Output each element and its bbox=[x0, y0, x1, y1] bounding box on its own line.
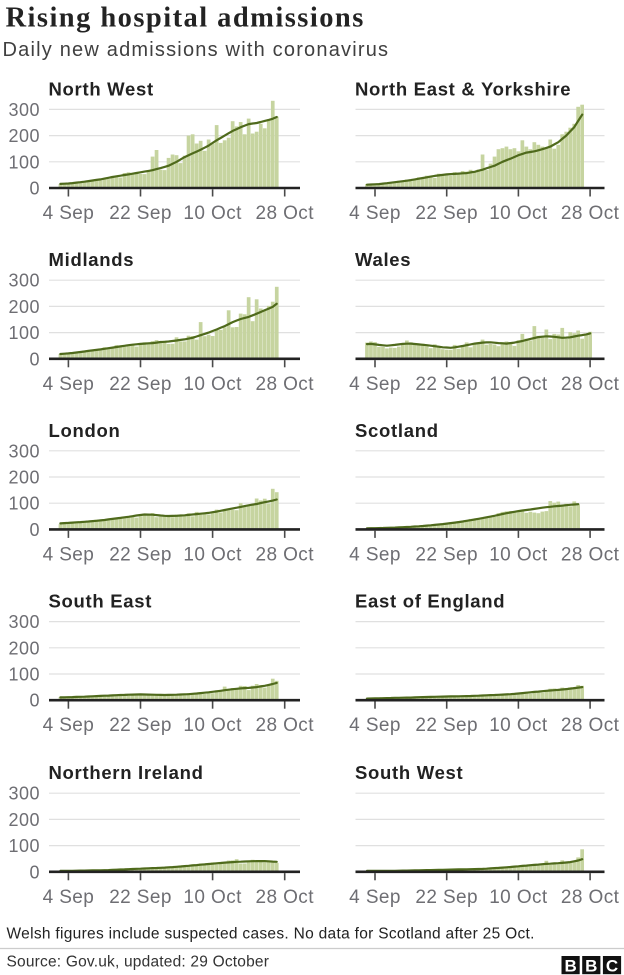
svg-text:10 Oct: 10 Oct bbox=[183, 544, 242, 565]
svg-text:Wales: Wales bbox=[355, 249, 411, 270]
svg-text:28 Oct: 28 Oct bbox=[561, 374, 620, 395]
svg-text:4 Sep: 4 Sep bbox=[349, 203, 401, 224]
svg-text:28 Oct: 28 Oct bbox=[256, 887, 315, 908]
svg-text:22 Sep: 22 Sep bbox=[109, 544, 172, 565]
svg-text:22 Sep: 22 Sep bbox=[415, 715, 478, 736]
svg-text:10 Oct: 10 Oct bbox=[489, 203, 548, 224]
svg-text:28 Oct: 28 Oct bbox=[561, 544, 620, 565]
svg-text:South East: South East bbox=[49, 591, 153, 612]
svg-text:300: 300 bbox=[8, 612, 40, 632]
svg-text:Welsh figures include suspecte: Welsh figures include suspected cases. N… bbox=[7, 926, 535, 943]
svg-text:East of England: East of England bbox=[355, 591, 505, 612]
svg-text:10 Oct: 10 Oct bbox=[183, 887, 242, 908]
svg-text:B: B bbox=[585, 956, 597, 975]
svg-text:100: 100 bbox=[8, 836, 40, 856]
svg-text:200: 200 bbox=[8, 297, 40, 317]
svg-text:300: 300 bbox=[8, 784, 40, 804]
svg-text:28 Oct: 28 Oct bbox=[561, 887, 620, 908]
svg-text:Daily new admissions with coro: Daily new admissions with coronavirus bbox=[3, 39, 390, 61]
svg-text:10 Oct: 10 Oct bbox=[489, 887, 548, 908]
svg-text:28 Oct: 28 Oct bbox=[256, 203, 315, 224]
svg-text:Source: Gov.uk, updated: 29 Oc: Source: Gov.uk, updated: 29 October bbox=[7, 954, 270, 971]
svg-text:Midlands: Midlands bbox=[49, 249, 135, 270]
svg-text:4 Sep: 4 Sep bbox=[43, 374, 95, 395]
svg-text:22 Sep: 22 Sep bbox=[109, 887, 172, 908]
svg-text:0: 0 bbox=[29, 862, 40, 882]
svg-text:10 Oct: 10 Oct bbox=[183, 715, 242, 736]
svg-text:100: 100 bbox=[8, 494, 40, 514]
svg-text:North West: North West bbox=[49, 78, 154, 99]
svg-text:22 Sep: 22 Sep bbox=[415, 887, 478, 908]
svg-text:0: 0 bbox=[29, 520, 40, 540]
svg-text:London: London bbox=[49, 420, 121, 441]
svg-text:Scotland: Scotland bbox=[355, 420, 439, 441]
svg-text:4 Sep: 4 Sep bbox=[349, 887, 401, 908]
svg-text:28 Oct: 28 Oct bbox=[561, 715, 620, 736]
svg-text:0: 0 bbox=[29, 179, 40, 199]
svg-text:10 Oct: 10 Oct bbox=[489, 374, 548, 395]
svg-text:C: C bbox=[606, 956, 618, 975]
svg-text:4 Sep: 4 Sep bbox=[43, 203, 95, 224]
svg-text:300: 300 bbox=[8, 441, 40, 461]
svg-text:200: 200 bbox=[8, 126, 40, 146]
svg-text:28 Oct: 28 Oct bbox=[561, 203, 620, 224]
svg-text:22 Sep: 22 Sep bbox=[109, 374, 172, 395]
svg-text:0: 0 bbox=[29, 691, 40, 711]
svg-text:22 Sep: 22 Sep bbox=[109, 715, 172, 736]
svg-text:300: 300 bbox=[8, 100, 40, 120]
svg-text:300: 300 bbox=[8, 271, 40, 291]
svg-text:22 Sep: 22 Sep bbox=[415, 544, 478, 565]
svg-text:0: 0 bbox=[29, 349, 40, 369]
svg-text:28 Oct: 28 Oct bbox=[256, 544, 315, 565]
svg-text:Northern Ireland: Northern Ireland bbox=[49, 762, 204, 783]
svg-text:22 Sep: 22 Sep bbox=[415, 203, 478, 224]
svg-text:22 Sep: 22 Sep bbox=[109, 203, 172, 224]
svg-text:4 Sep: 4 Sep bbox=[349, 544, 401, 565]
svg-text:4 Sep: 4 Sep bbox=[43, 544, 95, 565]
svg-text:100: 100 bbox=[8, 323, 40, 343]
svg-text:B: B bbox=[564, 956, 576, 975]
svg-text:4 Sep: 4 Sep bbox=[349, 715, 401, 736]
svg-text:100: 100 bbox=[8, 152, 40, 172]
svg-text:North East & Yorkshire: North East & Yorkshire bbox=[355, 78, 571, 99]
svg-text:22 Sep: 22 Sep bbox=[415, 374, 478, 395]
svg-text:200: 200 bbox=[8, 810, 40, 830]
svg-text:100: 100 bbox=[8, 665, 40, 685]
svg-text:28 Oct: 28 Oct bbox=[256, 715, 315, 736]
svg-text:28 Oct: 28 Oct bbox=[256, 374, 315, 395]
svg-text:South West: South West bbox=[355, 762, 463, 783]
svg-text:4 Sep: 4 Sep bbox=[349, 374, 401, 395]
svg-text:10 Oct: 10 Oct bbox=[183, 374, 242, 395]
svg-text:4 Sep: 4 Sep bbox=[43, 715, 95, 736]
svg-text:200: 200 bbox=[8, 468, 40, 488]
svg-text:4 Sep: 4 Sep bbox=[43, 887, 95, 908]
svg-text:10 Oct: 10 Oct bbox=[489, 544, 548, 565]
svg-text:10 Oct: 10 Oct bbox=[489, 715, 548, 736]
svg-text:200: 200 bbox=[8, 638, 40, 658]
svg-text:10 Oct: 10 Oct bbox=[183, 203, 242, 224]
svg-text:Rising hospital admissions: Rising hospital admissions bbox=[6, 3, 365, 34]
